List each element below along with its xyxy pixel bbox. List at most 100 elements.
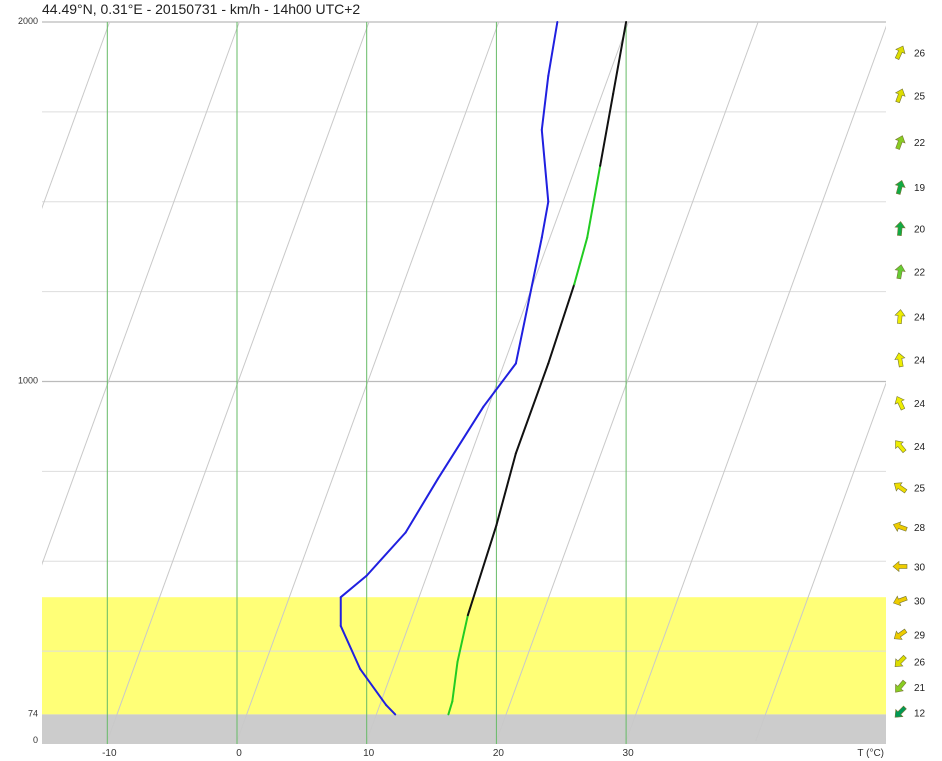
wind-arrow-shape: [894, 45, 906, 60]
wind-speed-label: 12: [914, 708, 926, 719]
wind-arrow-icon: [894, 654, 907, 667]
series-0-segment: [573, 236, 589, 286]
x-tick-label: -10: [102, 748, 117, 759]
wind-speed-label: 22: [914, 138, 926, 149]
wind-arrow-icon: [895, 679, 907, 693]
wind-speed-label: 20: [914, 225, 926, 236]
series-1-segment: [514, 236, 543, 365]
y-tick-label: 0: [33, 735, 38, 745]
series-1-segment: [359, 668, 388, 707]
wind-speed-label: 24: [914, 313, 926, 324]
series-1-segment: [365, 531, 407, 577]
series-0-segment: [456, 614, 469, 663]
series-0-segment: [447, 700, 454, 716]
x-axis-label: T (°C): [857, 748, 884, 759]
skewed-isotherm: [106, 21, 370, 742]
wind-speed-label: 26: [914, 658, 926, 669]
series-0-segment: [514, 362, 550, 455]
wind-arrow-shape: [894, 654, 907, 667]
x-tick-label: 30: [623, 748, 635, 759]
wind-speed-label: 28: [914, 523, 926, 534]
wind-arrow-icon: [893, 482, 908, 494]
series-0-segment: [495, 452, 517, 527]
skewed-isotherm: [495, 21, 759, 742]
wind-arrow-shape: [894, 705, 907, 718]
skewed-isotherm: [42, 21, 111, 210]
series-1-segment: [404, 477, 440, 534]
wind-arrow-icon: [892, 595, 908, 607]
y-tick-label: 2000: [18, 16, 38, 26]
ground-band: [42, 714, 886, 744]
wind-speed-label: 26: [914, 48, 926, 59]
wind-speed-label: 19: [914, 183, 926, 194]
series-1-segment: [482, 362, 517, 408]
wind-arrow-icon: [894, 352, 906, 368]
series-1-segment: [547, 21, 559, 77]
skewed-isotherm: [755, 381, 886, 742]
wind-arrow-shape: [895, 440, 907, 454]
wind-arrow-icon: [894, 221, 906, 236]
wind-speed-label: 24: [914, 399, 926, 410]
wind-arrow-shape: [893, 628, 908, 640]
x-tick-label: 20: [493, 748, 505, 759]
series-1-segment: [437, 405, 485, 480]
highlight-band: [42, 597, 886, 715]
series-0-segment: [586, 164, 602, 239]
series-0-segment: [451, 660, 459, 703]
chart-title: 44.49°N, 0.31°E - 20150731 - km/h - 14h0…: [42, 1, 361, 17]
x-tick-label: 0: [236, 748, 242, 759]
skewed-isotherm: [366, 21, 629, 742]
wind-arrow-shape: [894, 221, 906, 236]
wind-speed-label: 30: [914, 597, 926, 608]
wind-speed-label: 24: [914, 356, 926, 367]
wind-speed-label: 25: [914, 91, 926, 102]
series-1-segment: [339, 574, 368, 599]
wind-arrow-shape: [894, 264, 906, 280]
wind-speed-label: 25: [914, 483, 926, 494]
wind-arrow-shape: [894, 179, 906, 195]
series-0-segment: [612, 21, 628, 95]
wind-arrow-shape: [894, 88, 906, 104]
wind-speed-label: 22: [914, 268, 926, 279]
series-1-segment: [339, 624, 362, 671]
wind-arrow-icon: [894, 45, 906, 60]
wind-arrow-icon: [892, 560, 908, 573]
skewed-isotherm: [625, 25, 886, 742]
series-0-segment: [466, 524, 498, 617]
x-tick-label: 10: [363, 748, 375, 759]
wind-arrow-shape: [892, 595, 908, 607]
skewed-isotherm: [42, 21, 240, 566]
wind-speed-label: 24: [914, 442, 926, 453]
wind-arrow-shape: [893, 482, 908, 494]
series-1-segment: [540, 200, 550, 239]
wind-arrow-icon: [894, 264, 906, 280]
wind-arrow-icon: [892, 521, 908, 532]
series-0-segment: [547, 283, 576, 365]
series-0-segment: [599, 92, 615, 167]
wind-arrow-icon: [894, 88, 906, 104]
wind-arrow-shape: [894, 309, 906, 325]
wind-arrow-icon: [893, 628, 908, 640]
wind-arrow-shape: [894, 352, 906, 368]
series-1-segment: [385, 704, 397, 716]
y-tick-label: 1000: [18, 376, 38, 386]
wind-arrow-shape: [894, 396, 906, 411]
series-1-segment: [540, 128, 550, 203]
wind-speed-label: 29: [914, 631, 926, 642]
wind-arrow-shape: [892, 560, 908, 573]
y-tick-label: 74: [28, 708, 38, 718]
wind-arrow-shape: [892, 521, 908, 532]
skewed-isotherm: [236, 21, 500, 742]
wind-arrow-icon: [894, 179, 906, 195]
wind-arrow-icon: [894, 135, 906, 150]
wind-arrow-icon: [894, 705, 907, 718]
wind-arrow-icon: [895, 440, 907, 454]
wind-speed-label: 21: [914, 683, 926, 694]
wind-arrow-icon: [894, 396, 906, 411]
wind-speed-label: 30: [914, 562, 926, 573]
wind-arrow-shape: [894, 135, 906, 150]
wind-arrow-icon: [894, 309, 906, 325]
series-1-segment: [540, 74, 550, 131]
wind-arrow-shape: [895, 679, 907, 693]
